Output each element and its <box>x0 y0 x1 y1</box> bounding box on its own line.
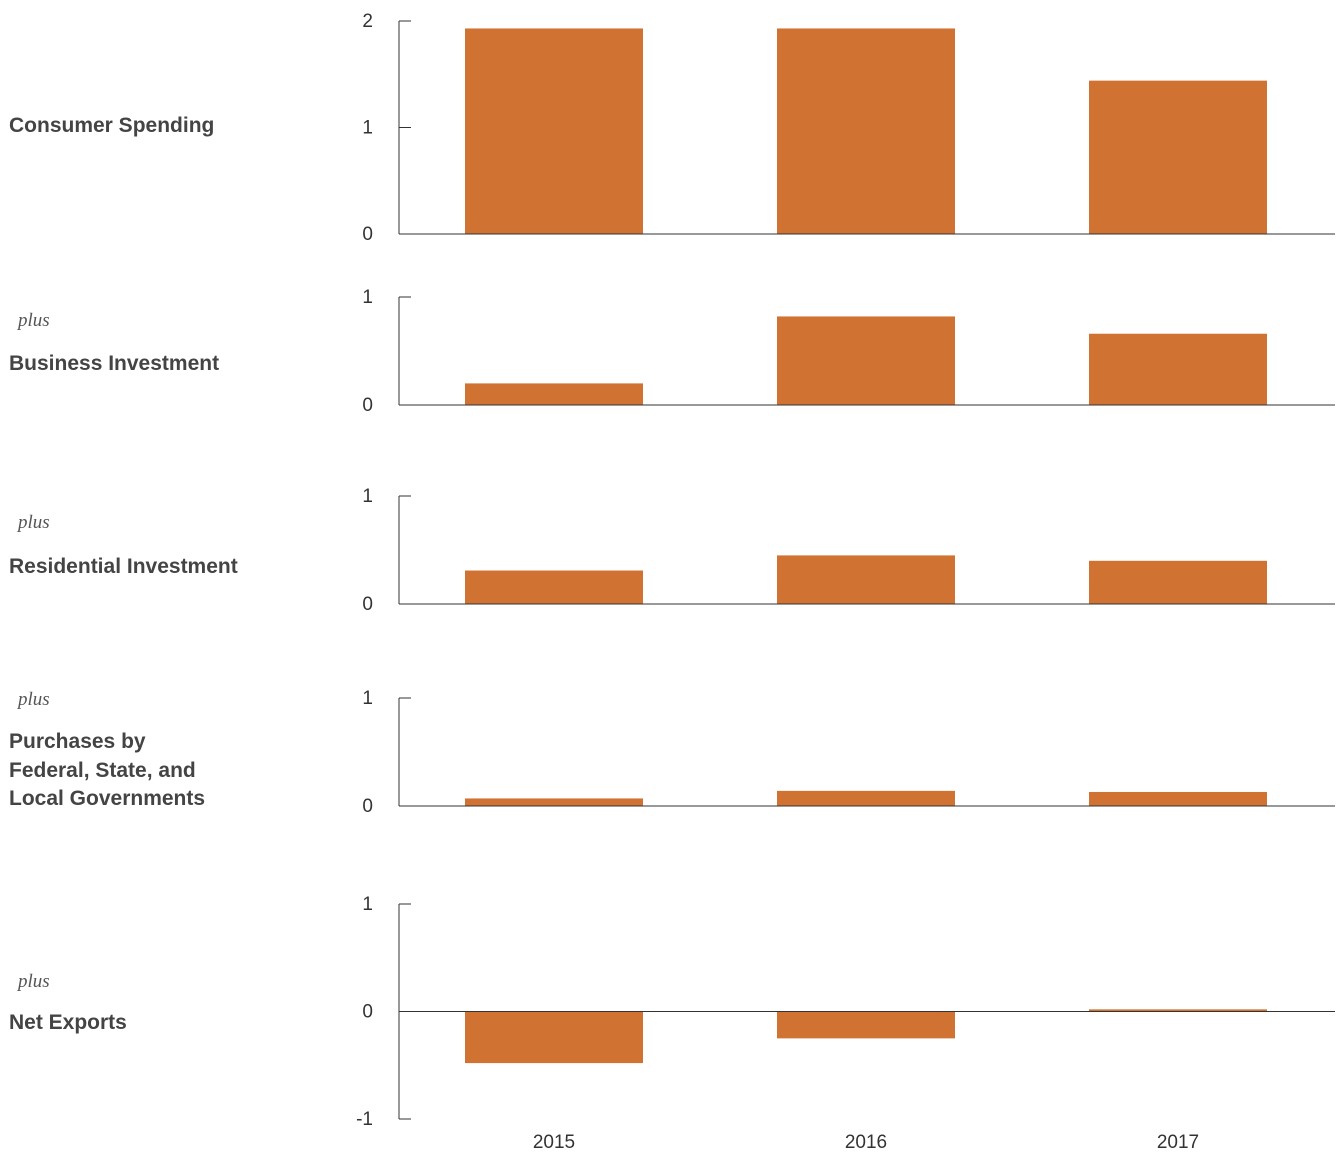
bar-2015 <box>465 383 643 405</box>
y-tick-label: 1 <box>362 486 373 507</box>
y-tick-label: 1 <box>362 688 373 709</box>
x-tick-label: 2016 <box>845 1132 887 1153</box>
y-tick-label: 0 <box>362 594 373 615</box>
panel-title: Net Exports <box>9 1011 127 1034</box>
bar-2017 <box>1089 333 1267 405</box>
bar-2017 <box>1089 791 1267 806</box>
panel-prefix: plus <box>16 689 50 710</box>
bar-2015 <box>465 28 643 234</box>
bar-2017 <box>1089 1009 1267 1012</box>
bar-2015 <box>465 570 643 604</box>
panel-title: Business Investment <box>9 352 219 375</box>
y-tick-label: 0 <box>362 796 373 817</box>
x-tick-label: 2017 <box>1157 1132 1199 1153</box>
panel-prefix: plus <box>16 310 50 331</box>
panel-title: Purchases by <box>9 730 146 753</box>
bar-2016 <box>777 316 955 405</box>
panel-title: Consumer Spending <box>9 114 214 137</box>
bar-2016 <box>777 28 955 234</box>
bar-2015 <box>465 1011 643 1064</box>
y-tick-label: 1 <box>362 287 373 308</box>
y-tick-label: 1 <box>362 894 373 915</box>
y-tick-label: -1 <box>356 1109 373 1130</box>
panel-title: Federal, State, and <box>9 759 196 782</box>
y-tick-label: 1 <box>362 118 373 139</box>
bar-2015 <box>465 798 643 806</box>
panel-prefix: plus <box>16 971 50 992</box>
y-tick-label: 0 <box>362 224 373 245</box>
panel-title: Local Governments <box>9 787 205 810</box>
bar-2017 <box>1089 560 1267 604</box>
panel-prefix: plus <box>16 512 50 533</box>
x-tick-label: 2015 <box>533 1132 575 1153</box>
bar-2017 <box>1089 80 1267 234</box>
y-tick-label: 0 <box>362 1002 373 1023</box>
bar-2016 <box>777 1011 955 1039</box>
bar-2016 <box>777 790 955 806</box>
y-tick-label: 0 <box>362 395 373 416</box>
bar-2016 <box>777 555 955 604</box>
panel-title: Residential Investment <box>9 555 238 578</box>
y-tick-label: 2 <box>362 11 373 32</box>
